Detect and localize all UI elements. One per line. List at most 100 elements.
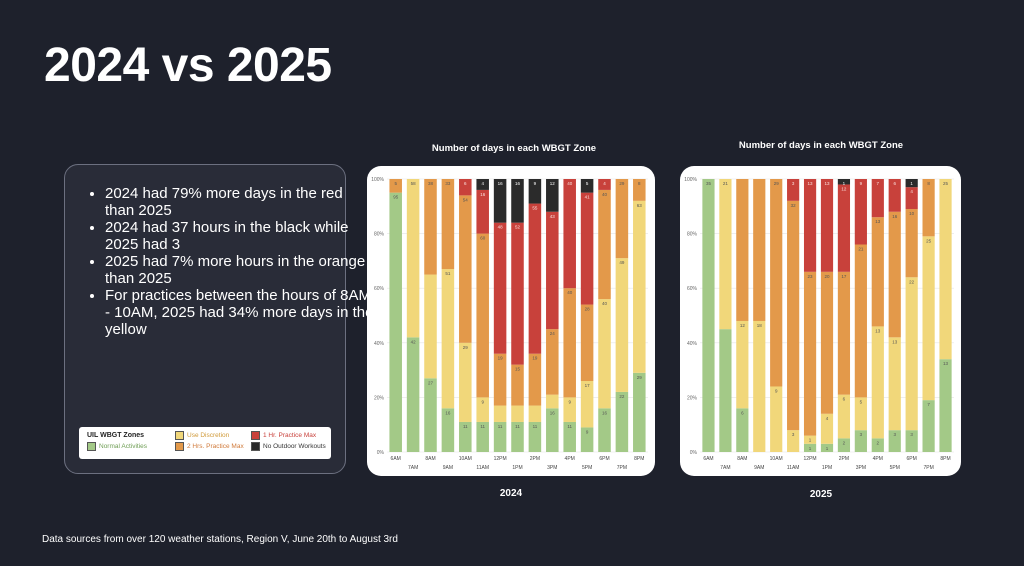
bar-value-label: 51: [445, 271, 451, 276]
bar-value-label: 35: [706, 181, 712, 186]
x-tick-label: 1PM: [512, 465, 522, 471]
bar-segment: [888, 211, 901, 338]
bar-segment: [493, 222, 507, 354]
bar-segment: [598, 189, 611, 300]
x-tick-label: 7AM: [408, 465, 418, 471]
bar-segment: [922, 236, 935, 401]
bar-segment: [598, 408, 611, 452]
bar-segment: [888, 337, 901, 431]
bar-segment: [528, 179, 542, 204]
bar-segment: [787, 200, 800, 431]
bar-value-label: 6: [893, 181, 896, 186]
bar-segment: [580, 381, 594, 428]
chart-card-2024: 0% 20% 40% 60% 80% 100% 95 5 6AM 42 58 7AM 27 38 8AM 16…: [367, 166, 655, 476]
bar-segment: [389, 179, 402, 193]
x-tick-label: 11AM: [476, 465, 489, 471]
bar-value-label: 19: [498, 356, 504, 361]
bar-segment: [905, 179, 918, 188]
bar-segment: [905, 209, 918, 278]
bar-value-label: 4: [826, 416, 829, 421]
bar-segment: [922, 400, 935, 452]
bar-segment: [736, 320, 749, 409]
x-tick-label: 6AM: [391, 456, 401, 462]
bar-value-label: 16: [550, 410, 556, 415]
bar-segment: [736, 179, 749, 321]
bar-segment: [820, 443, 834, 452]
bullet-item: 2025 had 7% more hours in the orange tha…: [105, 253, 375, 287]
bar-value-label: 20: [824, 274, 830, 279]
summary-panel: 2024 had 79% more days in the red than 2…: [64, 164, 374, 474]
bar-value-label: 1: [809, 438, 812, 443]
bar-value-label: 9: [586, 429, 589, 434]
bar-segment: [753, 179, 766, 321]
bar-value-label: 6: [464, 181, 467, 186]
x-tick-label: 5PM: [582, 465, 592, 471]
bar-segment: [546, 211, 559, 330]
bar-segment: [939, 179, 952, 360]
bar-segment: [598, 299, 611, 409]
x-tick-label: 8PM: [634, 456, 644, 462]
bar-segment: [493, 405, 507, 422]
legend-swatch: [87, 442, 96, 451]
bar-value-label: 25: [943, 181, 949, 186]
bar-value-label: 63: [637, 203, 643, 208]
chart-card-2025: 0% 20% 40% 60% 80% 100% 35 6AM 21 7AM 6 12 8AM 18 9AM 9…: [680, 166, 961, 476]
bar-segment: [719, 329, 732, 452]
bullet-item: 2024 had 79% more days in the red than 2…: [105, 185, 375, 219]
bar-segment: [580, 427, 594, 452]
bar-segment: [441, 179, 455, 270]
bar-segment: [803, 443, 817, 452]
x-tick-label: 3PM: [547, 465, 557, 471]
bar-segment: [476, 233, 489, 398]
bar-segment: [905, 187, 918, 210]
y-tick-label: 80%: [687, 232, 698, 238]
bar-segment: [546, 394, 559, 409]
bar-value-label: 29: [637, 375, 643, 380]
bar-value-label: 29: [619, 181, 625, 186]
x-tick-label: 4PM: [565, 456, 575, 462]
bar-segment: [424, 274, 437, 379]
bar-segment: [803, 179, 817, 272]
bar-value-label: 12: [550, 181, 556, 186]
y-tick-label: 100%: [684, 177, 697, 183]
legend-label: Use Discretion: [187, 432, 230, 439]
bar-value-label: 7: [877, 181, 880, 186]
bar-segment: [871, 438, 884, 452]
bar-value-label: 13: [892, 339, 898, 344]
bar-segment: [459, 342, 472, 422]
bar-segment: [441, 269, 455, 409]
bar-value-label: 10: [909, 211, 915, 216]
legend-label: 1 Hr. Practice Max: [263, 432, 317, 439]
bar-value-label: 29: [463, 345, 469, 350]
bar-segment: [837, 438, 851, 452]
bar-value-label: 9: [775, 388, 778, 393]
bar-segment: [837, 271, 851, 395]
bar-value-label: 4: [481, 181, 484, 186]
x-tick-label: 7AM: [720, 465, 730, 471]
bar-value-label: 1: [826, 446, 829, 451]
bar-segment: [888, 179, 901, 212]
legend-item-discretion: Use Discretion: [175, 431, 229, 440]
bar-value-label: 19: [532, 356, 538, 361]
bar-segment: [922, 179, 935, 237]
bar-segment: [406, 179, 420, 338]
bar-value-label: 58: [411, 181, 417, 186]
bar-value-label: 22: [619, 394, 625, 399]
bar-value-label: 5: [394, 181, 397, 186]
footer-source-note: Data sources from over 120 weather stati…: [42, 534, 398, 545]
x-tick-label: 6PM: [599, 456, 609, 462]
bar-segment: [476, 189, 489, 234]
bar-value-label: 12: [740, 323, 746, 328]
bar-segment: [820, 179, 834, 272]
bar-value-label: 15: [515, 367, 521, 372]
bar-value-label: 11: [480, 424, 485, 429]
bar-segment: [854, 430, 867, 452]
bar-segment: [459, 421, 472, 452]
y-tick-label: 0%: [690, 450, 698, 456]
bar-segment: [476, 179, 489, 190]
bar-segment: [441, 408, 455, 452]
y-tick-label: 60%: [687, 286, 698, 292]
bar-value-label: 40: [567, 181, 573, 186]
bar-segment: [528, 353, 542, 406]
legend-title: UIL WBGT Zones: [87, 432, 145, 439]
